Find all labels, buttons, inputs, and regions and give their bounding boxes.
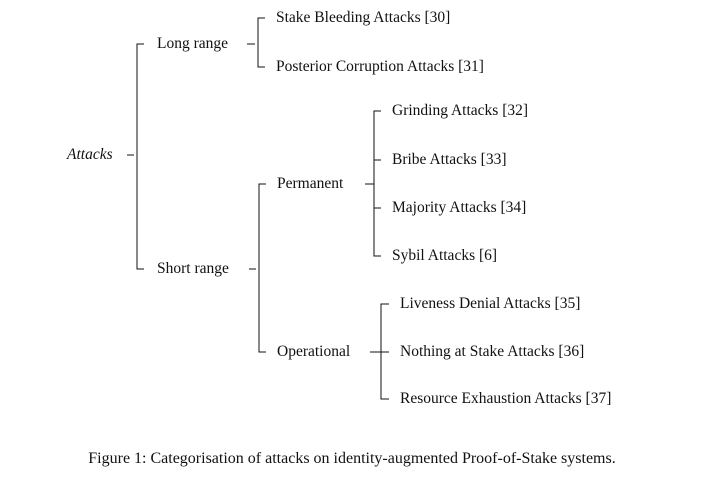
figure-caption: Figure 1: Categorisation of attacks on i… <box>88 450 616 467</box>
short-range-bracket <box>258 183 266 353</box>
leaf-posterior-corruption: Posterior Corruption Attacks [31] <box>276 58 484 75</box>
long-range-bracket <box>257 17 265 68</box>
group-label-long-range: Long range <box>157 35 229 52</box>
permanent-bracket <box>373 110 381 257</box>
root-bracket <box>136 43 144 270</box>
subgroup-label-operational: Operational <box>277 343 351 360</box>
leaf-nothing-at-stake: Nothing at Stake Attacks [36] <box>400 343 585 360</box>
leaf-sybil: Sybil Attacks [6] <box>392 247 498 264</box>
group-label-short-range: Short range <box>157 260 229 277</box>
leaf-liveness-denial: Liveness Denial Attacks [35] <box>400 295 581 312</box>
root-label-attacks: Attacks <box>67 146 113 163</box>
leaf-resource-exhaustion: Resource Exhaustion Attacks [37] <box>400 390 612 407</box>
leaf-stake-bleeding: Stake Bleeding Attacks [30] <box>276 9 451 26</box>
leaf-majority: Majority Attacks [34] <box>392 199 527 216</box>
leaf-grinding: Grinding Attacks [32] <box>392 102 529 119</box>
leaf-bribe: Bribe Attacks [33] <box>392 151 507 168</box>
subgroup-label-permanent: Permanent <box>277 175 344 192</box>
